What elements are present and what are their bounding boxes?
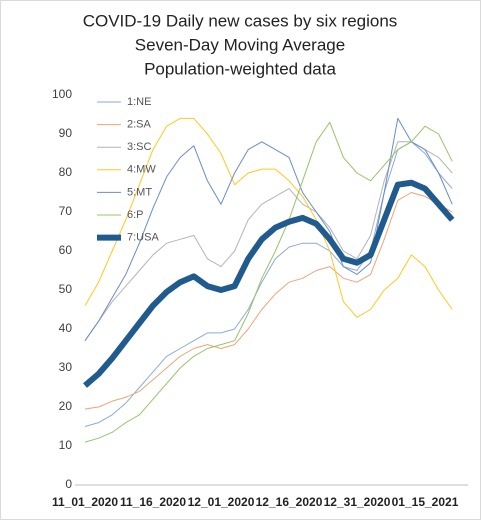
x-tick-label: 12_31_2020 (324, 495, 391, 509)
y-tick-label: 50 (59, 282, 73, 296)
series-line (84, 117, 453, 341)
y-tick-label: 10 (59, 438, 73, 452)
legend-label: 5:MT (127, 186, 152, 198)
x-tick-label: 12_01_2020 (188, 495, 255, 509)
legend-label: 3:SC (127, 141, 152, 153)
legend-label: 6:P (127, 209, 144, 221)
series-line (84, 192, 453, 410)
chart-title: Population-weighted data (144, 59, 336, 78)
x-tick-label: 01_15_2021 (392, 495, 459, 509)
y-tick-label: 80 (59, 165, 73, 179)
legend-label: 4:MW (127, 164, 156, 176)
y-tick-label: 20 (59, 399, 73, 413)
chart-title: COVID-19 Daily new cases by six regions (83, 11, 398, 30)
legend-label: 2:SA (127, 119, 152, 131)
y-tick-label: 0 (65, 477, 72, 491)
series-line (84, 121, 453, 443)
y-tick-label: 40 (59, 321, 73, 335)
series-line (83, 179, 455, 388)
y-tick-label: 100 (52, 87, 72, 101)
x-tick-label: 11_01_2020 (52, 495, 118, 509)
series-line (84, 141, 453, 341)
x-tick-label: 11_16_2020 (120, 495, 186, 509)
y-tick-label: 60 (59, 243, 73, 257)
series-line (84, 117, 453, 318)
legend-label: 7:USA (127, 232, 159, 244)
y-tick-label: 90 (59, 126, 73, 140)
y-tick-label: 30 (59, 360, 73, 374)
x-tick-label: 12_16_2020 (256, 495, 323, 509)
chart-title: Seven-Day Moving Average (135, 35, 345, 54)
series-line (84, 141, 453, 427)
legend-label: 1:NE (127, 96, 151, 108)
y-tick-label: 70 (59, 204, 73, 218)
